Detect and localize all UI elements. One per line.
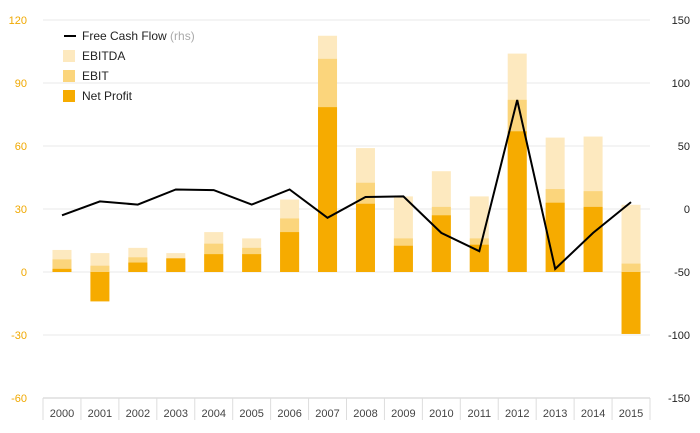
right-tick-label: -150 xyxy=(668,393,690,405)
bar-ebit xyxy=(621,263,641,272)
x-axis: 2000 2001 2002 2003 2004 2005 2006 2007 2008 2009… xyxy=(42,397,651,420)
x-tick-label: 2001 xyxy=(88,408,112,420)
left-tick-label: 90 xyxy=(15,78,27,90)
bar-net-profit xyxy=(318,107,338,273)
right-tick-label: -50 xyxy=(674,267,690,279)
bar-net-profit xyxy=(621,272,641,334)
line-free-cash-flow xyxy=(61,99,632,271)
legend-suffix-rhs: (rhs) xyxy=(170,29,195,43)
bar-net-profit xyxy=(204,254,224,272)
bar-net-profit xyxy=(128,262,148,272)
x-tick-label: 2007 xyxy=(315,408,339,420)
bar-net-profit xyxy=(431,215,451,272)
x-tick-label: 2010 xyxy=(429,408,453,420)
legend: Free Cash Flow (rhs) EBITDA EBIT Net Pro… xyxy=(63,29,195,103)
legend-label-free-cash-flow: Free Cash Flow (rhs) xyxy=(82,29,195,43)
bar-net-profit xyxy=(545,202,565,272)
right-tick-label: -100 xyxy=(668,330,690,342)
bar-net-profit xyxy=(393,245,413,272)
left-tick-label: 120 xyxy=(9,15,27,27)
legend-swatch-ebit xyxy=(63,70,75,82)
x-tick-label: 2009 xyxy=(391,408,415,420)
x-tick-label: 2008 xyxy=(353,408,377,420)
left-tick-label: 0 xyxy=(21,267,27,279)
right-tick-label: 150 xyxy=(672,15,690,27)
x-tick-label: 2014 xyxy=(581,408,605,420)
bar-ebitda xyxy=(621,204,641,272)
left-tick-label: 30 xyxy=(15,204,27,216)
legend-swatch-ebitda xyxy=(63,50,75,62)
bars xyxy=(52,35,641,334)
bar-net-profit xyxy=(507,131,527,272)
left-axis-ticks: 120 90 60 30 0 -30 -60 xyxy=(9,15,27,405)
bar-net-profit xyxy=(355,203,375,272)
right-tick-label: 100 xyxy=(672,78,690,90)
x-tick-label: 2000 xyxy=(50,408,74,420)
left-tick-label: -30 xyxy=(11,330,27,342)
x-tick-label: 2005 xyxy=(239,408,263,420)
legend-label-ebitda: EBITDA xyxy=(82,49,125,63)
x-tick-label: 2003 xyxy=(164,408,188,420)
bar-net-profit xyxy=(90,272,110,302)
bar-net-profit xyxy=(583,206,603,272)
right-tick-label: 0 xyxy=(684,204,690,216)
x-tick-label: 2011 xyxy=(467,408,491,420)
legend-label-net-profit: Net Profit xyxy=(82,89,133,103)
x-tick-label: 2015 xyxy=(619,408,643,420)
bar-net-profit xyxy=(469,244,489,272)
left-tick-label: -60 xyxy=(11,393,27,405)
bar-net-profit xyxy=(242,254,262,272)
free-cash-flow-line xyxy=(61,99,632,271)
bar-net-profit xyxy=(52,268,72,272)
bar-net-profit xyxy=(280,232,300,272)
x-tick-label: 2006 xyxy=(277,408,301,420)
x-tick-label: 2004 xyxy=(201,408,225,420)
legend-swatch-net-profit xyxy=(63,90,75,102)
x-tick-label: 2002 xyxy=(126,408,150,420)
right-tick-label: 50 xyxy=(678,141,690,153)
bar-net-profit xyxy=(166,258,186,272)
legend-label-ebit: EBIT xyxy=(82,69,109,83)
bar-ebit xyxy=(90,265,110,272)
left-tick-label: 60 xyxy=(15,141,27,153)
x-tick-label: 2013 xyxy=(543,408,567,420)
right-axis-ticks: 150 100 50 0 -50 -100 -150 xyxy=(668,15,690,405)
x-tick-label: 2012 xyxy=(505,408,529,420)
